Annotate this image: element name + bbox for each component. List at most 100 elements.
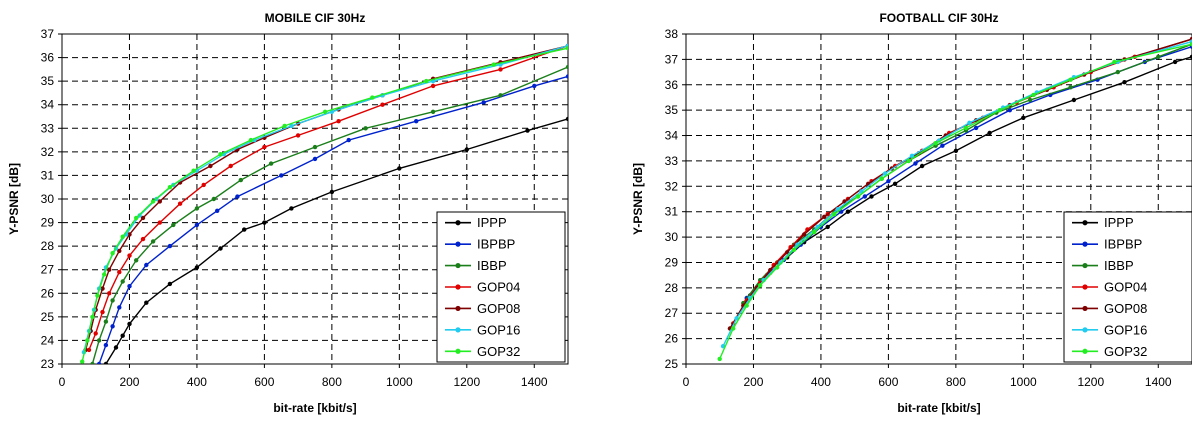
data-point <box>1173 60 1177 64</box>
y-tick-label: 29 <box>41 216 55 230</box>
chart-title: FOOTBALL CIF 30Hz <box>879 11 998 25</box>
legend-swatch-marker <box>1082 284 1087 289</box>
data-point <box>110 324 114 328</box>
data-point <box>822 215 826 219</box>
data-point <box>1122 80 1126 84</box>
data-point <box>195 223 199 227</box>
legend-swatch-marker <box>1082 327 1087 332</box>
y-tick-label: 34 <box>665 129 679 143</box>
legend-label: IBBP <box>1104 258 1134 273</box>
data-point <box>90 315 94 319</box>
legend-swatch-marker <box>1082 349 1087 354</box>
data-point <box>95 293 99 297</box>
data-point <box>178 202 182 206</box>
data-point <box>347 138 351 142</box>
legend-label: GOP08 <box>477 301 520 316</box>
data-point <box>168 185 172 189</box>
data-point <box>151 199 155 203</box>
x-tick-label: 800 <box>322 375 342 389</box>
data-point <box>886 179 890 183</box>
data-point <box>1068 78 1072 82</box>
data-point <box>107 291 111 295</box>
data-point <box>869 194 873 198</box>
x-tick-label: 1200 <box>1077 375 1104 389</box>
y-tick-label: 29 <box>665 255 679 269</box>
data-point <box>249 138 253 142</box>
legend-label: IBPBP <box>1104 237 1142 252</box>
data-point <box>758 283 762 287</box>
data-point <box>414 119 418 123</box>
data-point <box>110 298 114 302</box>
data-point <box>906 159 910 163</box>
data-point <box>745 303 749 307</box>
legend-swatch-marker <box>1082 263 1087 268</box>
data-point <box>893 182 897 186</box>
data-point <box>566 46 570 50</box>
data-point <box>802 232 806 236</box>
legend-swatch-marker <box>1082 220 1087 225</box>
data-point <box>218 152 222 156</box>
data-point <box>195 265 199 269</box>
y-tick-label: 31 <box>41 168 55 182</box>
data-point <box>134 258 138 262</box>
data-point <box>168 282 172 286</box>
data-point <box>1112 60 1116 64</box>
y-tick-label: 38 <box>665 27 679 41</box>
legend-swatch-marker <box>455 327 460 332</box>
data-point <box>880 177 884 181</box>
data-point <box>121 235 125 239</box>
legend-swatch-marker <box>455 242 460 247</box>
legend-swatch-marker <box>455 306 460 311</box>
data-point <box>114 345 118 349</box>
data-point <box>336 119 340 123</box>
data-point <box>954 149 958 153</box>
y-tick-label: 30 <box>665 230 679 244</box>
legend-swatch-marker <box>1082 242 1087 247</box>
legend-label: GOP32 <box>1104 344 1147 359</box>
data-point <box>110 251 114 255</box>
legend-label: GOP16 <box>477 322 520 337</box>
y-tick-label: 25 <box>41 310 55 324</box>
legend-label: IBPBP <box>477 237 515 252</box>
data-point <box>998 108 1002 112</box>
data-point <box>134 216 138 220</box>
data-point <box>940 144 944 148</box>
data-point <box>424 79 428 83</box>
y-tick-label: 28 <box>41 239 55 253</box>
data-point <box>370 95 374 99</box>
x-axis-label: bit-rate [kbit/s] <box>897 401 980 415</box>
data-point <box>127 284 131 288</box>
data-point <box>920 164 924 168</box>
data-point <box>168 244 172 248</box>
legend-swatch-marker <box>1082 306 1087 311</box>
data-point <box>90 362 94 366</box>
legend-swatch-marker <box>455 220 460 225</box>
data-point <box>846 210 850 214</box>
x-tick-label: 1400 <box>1145 375 1172 389</box>
data-point <box>202 183 206 187</box>
y-tick-label: 25 <box>665 357 679 371</box>
legend-label: IPPP <box>1104 215 1134 230</box>
data-point <box>313 145 317 149</box>
data-point <box>323 110 327 114</box>
data-point <box>102 272 106 276</box>
y-tick-label: 30 <box>41 192 55 206</box>
data-point <box>566 74 570 78</box>
x-tick-label: 600 <box>254 375 274 389</box>
data-point <box>431 110 435 114</box>
data-point <box>465 147 469 151</box>
data-point <box>431 84 435 88</box>
data-point <box>863 194 867 198</box>
data-point <box>121 334 125 338</box>
y-tick-label: 37 <box>41 27 55 41</box>
data-point <box>127 253 131 257</box>
y-tick-label: 37 <box>665 52 679 66</box>
data-point <box>151 239 155 243</box>
data-point <box>121 279 125 283</box>
x-tick-label: 1000 <box>1010 375 1037 389</box>
data-point <box>85 338 89 342</box>
data-point <box>1028 98 1032 102</box>
